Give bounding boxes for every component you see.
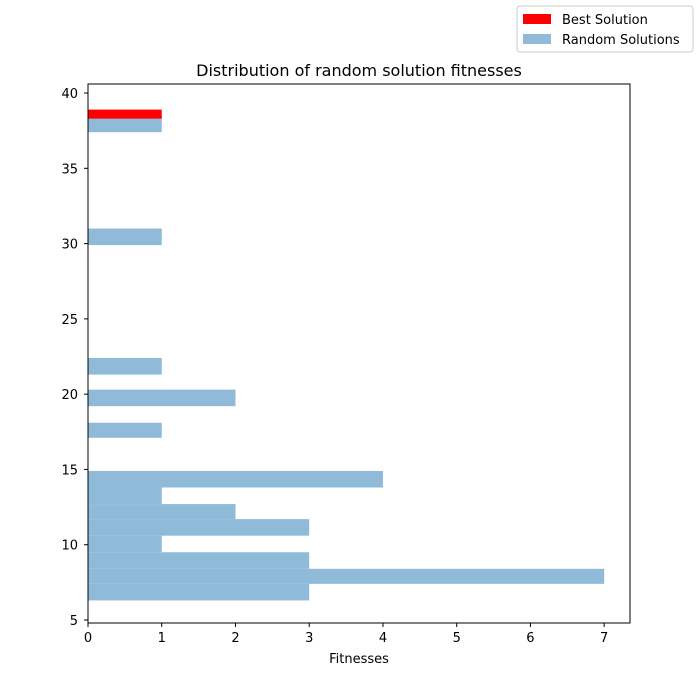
y-tick-label: 5 [70,614,78,629]
bar-random-solutions [88,115,162,133]
bars-layer [88,109,605,601]
x-tick-label: 7 [600,631,608,646]
plot-frame [87,83,631,624]
bar-random-solutions [88,389,236,407]
y-tick-label: 30 [61,238,78,253]
legend-swatch-best-solution [523,14,551,24]
bar-best-solution [88,109,162,119]
x-tick-label: 5 [453,631,461,646]
x-tick-label: 3 [305,631,313,646]
bar-random-solutions [88,470,383,488]
x-axis-label: Fitnesses [329,652,389,667]
bar-random-solutions [88,552,310,569]
bar-random-solutions [88,422,162,438]
bar-random-solutions [88,568,605,584]
x-tick-label: 4 [379,631,387,646]
bar-random-solutions [88,504,236,520]
bar-random-solutions [88,487,162,505]
bar-random-solutions [88,535,162,553]
y-tick-label: 20 [61,388,78,403]
legend-frame [516,5,694,53]
y-tick-label: 15 [61,463,78,478]
y-tick-label: 35 [61,162,78,177]
bar-random-solutions [88,228,162,246]
y-axis: 5 10 15 20 25 30 35 40 [61,87,88,629]
x-tick-label: 1 [158,631,166,646]
x-tick-label: 0 [84,631,92,646]
bar-random-solutions [88,583,310,601]
bar-random-solutions [88,358,162,375]
legend-label-best-solution: Best Solution [562,13,648,28]
y-tick-label: 10 [61,539,78,554]
bar-random-solutions [88,519,310,536]
legend: Best Solution Random Solutions [516,5,694,53]
y-tick-label: 40 [61,87,78,102]
x-axis: 0 1 2 3 4 5 6 7 [84,623,608,646]
x-tick-label: 2 [231,631,239,646]
y-tick-label: 25 [61,313,78,328]
x-tick-label: 6 [526,631,534,646]
chart-title: Distribution of random solution fitnesse… [196,61,522,80]
legend-label-random-solutions: Random Solutions [562,33,680,48]
legend-swatch-random-solutions [523,34,551,44]
